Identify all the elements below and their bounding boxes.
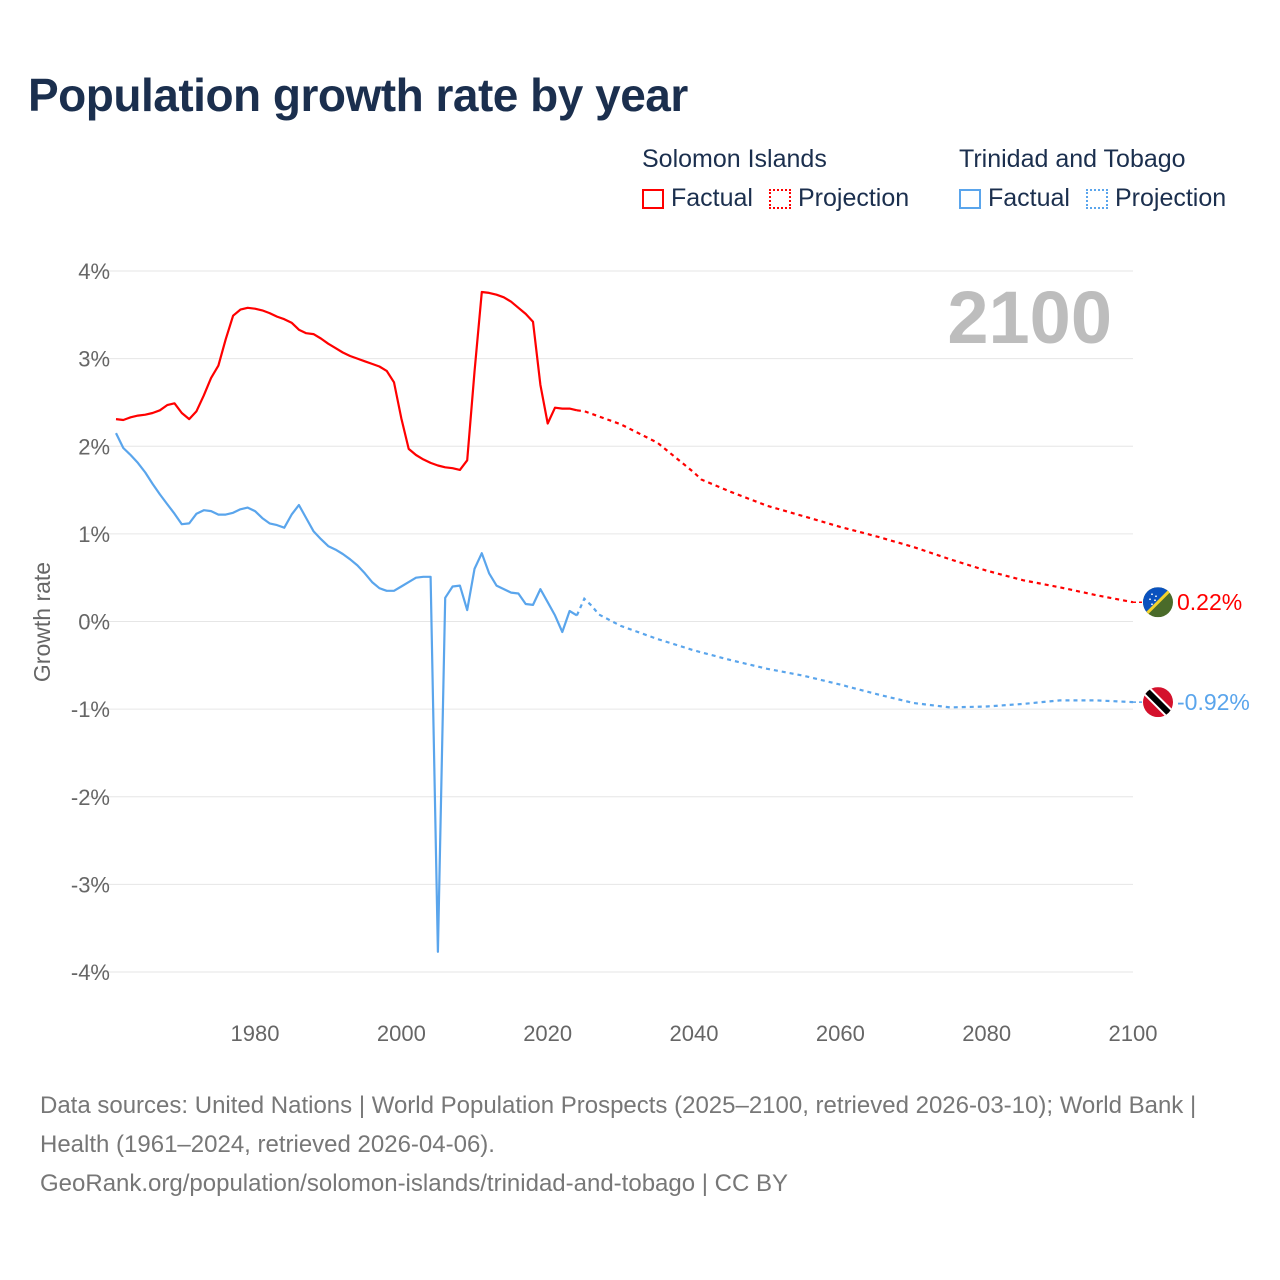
source-link[interactable]: GeoRank.org/population/solomon-islands/t… <box>40 1170 788 1197</box>
y-tick-label: -3% <box>71 872 110 897</box>
legend-swatch-dotted <box>768 188 791 209</box>
y-tick-label: 2% <box>78 434 110 459</box>
legend-item-projection[interactable]: Projection <box>768 184 910 213</box>
flag-body <box>1143 687 1173 718</box>
x-tick-label: 1980 <box>231 1021 280 1046</box>
legend-swatch-solid <box>642 188 664 209</box>
y-tick-label: -4% <box>71 960 110 985</box>
end-value-label: -0.92% <box>1177 689 1250 715</box>
legend-group-title: Trinidad and Tobago <box>959 145 1186 173</box>
flag-star <box>1151 603 1153 606</box>
line-chart: 4% 3% 2% 1% 0% -1% -2% -3% -4% 1980 2000 2020 2040 20… <box>29 259 1250 1046</box>
legend-swatch-dotted <box>1085 188 1108 209</box>
legend-label: Projection <box>1114 184 1227 212</box>
y-tick-label: -2% <box>71 785 110 810</box>
flag-star <box>1154 599 1156 602</box>
legend-solomon-islands: Solomon Islands Factual Projection <box>642 145 909 213</box>
solomon-islands-flag-icon <box>1143 587 1173 618</box>
y-tick-label: -1% <box>71 697 110 722</box>
end-value-label: 0.22% <box>1177 589 1242 615</box>
legend-label: Factual <box>988 184 1070 212</box>
x-tick-label: 2100 <box>1109 1021 1158 1046</box>
legend-item-factual[interactable]: Factual <box>642 184 753 213</box>
legend-swatch-solid <box>959 188 981 209</box>
footer: Data sources: United Nations | World Pop… <box>40 1086 1240 1203</box>
y-tick-label: 4% <box>78 259 110 284</box>
x-tick-label: 2080 <box>962 1021 1011 1046</box>
year-watermark: 2100 <box>947 276 1112 359</box>
line-factual-trinidad-and-tobago <box>115 432 578 953</box>
flag-star <box>1149 598 1151 601</box>
data-sources: Data sources: United Nations | World Pop… <box>40 1092 1197 1158</box>
legend-trinidad-and-tobago: Trinidad and Tobago Factual Projection <box>959 145 1226 213</box>
end-markers: 0.22% -0.92% <box>1133 587 1250 718</box>
line-projection-solomon-islands <box>576 409 1134 604</box>
chart-title: Population growth rate by year <box>28 69 688 121</box>
legend-item-projection[interactable]: Projection <box>1085 184 1227 213</box>
line-factual-solomon-islands <box>115 290 578 471</box>
x-tick-label: 2020 <box>523 1021 572 1046</box>
grid: 4% 3% 2% 1% 0% -1% -2% -3% -4% 1980 2000 2020 2040 20… <box>71 259 1158 1046</box>
legend-group-title: Solomon Islands <box>642 145 827 173</box>
y-axis-label: Growth rate <box>29 562 55 682</box>
y-tick-label: 3% <box>78 347 110 372</box>
legend-item-factual[interactable]: Factual <box>959 184 1070 213</box>
flag-star <box>1155 595 1157 598</box>
x-tick-label: 2000 <box>377 1021 426 1046</box>
flag-star <box>1151 593 1153 596</box>
line-projection-trinidad-and-tobago <box>575 596 1134 709</box>
y-tick-label: 1% <box>78 522 110 547</box>
legend-label: Projection <box>797 184 910 212</box>
legend-label: Factual <box>671 184 753 212</box>
x-tick-label: 2040 <box>670 1021 719 1046</box>
flag-body <box>1143 587 1173 618</box>
series-group <box>115 290 1134 953</box>
y-tick-label: 0% <box>78 610 110 635</box>
trinidad-and-tobago-flag-icon <box>1143 687 1173 718</box>
x-tick-label: 2060 <box>816 1021 865 1046</box>
